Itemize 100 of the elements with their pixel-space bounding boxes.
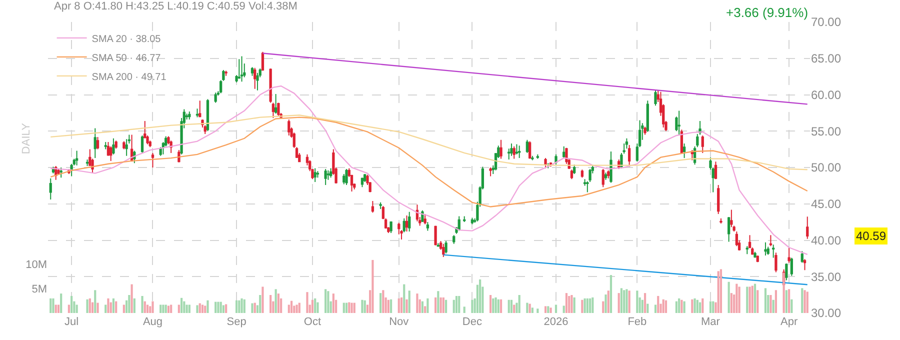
bar bbox=[738, 286, 740, 313]
bar bbox=[528, 304, 531, 313]
candlestick bbox=[607, 170, 610, 179]
candlestick bbox=[416, 204, 419, 222]
bar bbox=[324, 289, 327, 313]
legend-label: SMA 20 · 38.05 bbox=[92, 34, 162, 45]
bar bbox=[508, 300, 510, 313]
bar bbox=[584, 298, 586, 313]
bar bbox=[170, 304, 172, 313]
bar bbox=[50, 298, 52, 313]
candlestick bbox=[360, 177, 364, 188]
bar bbox=[128, 294, 130, 313]
candlestick bbox=[316, 170, 320, 178]
candlestick bbox=[254, 67, 256, 90]
bar bbox=[196, 305, 198, 313]
bar bbox=[146, 304, 149, 313]
bar bbox=[628, 290, 630, 313]
bar bbox=[361, 300, 364, 313]
bar bbox=[152, 301, 154, 313]
bar bbox=[662, 299, 664, 313]
y-tick-label: 40.00 bbox=[811, 233, 842, 248]
candlestick bbox=[274, 94, 278, 114]
bar bbox=[500, 299, 502, 313]
candlestick bbox=[288, 118, 290, 136]
bar bbox=[785, 290, 788, 313]
candlestick bbox=[766, 246, 770, 256]
candlestick bbox=[250, 66, 254, 76]
bar bbox=[728, 282, 730, 313]
bar bbox=[547, 306, 550, 313]
bar bbox=[122, 304, 125, 313]
candlestick bbox=[730, 209, 733, 228]
bar bbox=[620, 288, 623, 313]
candlestick bbox=[272, 102, 275, 119]
bar bbox=[167, 306, 170, 313]
candlestick bbox=[405, 215, 408, 232]
bar bbox=[162, 304, 164, 313]
bar bbox=[327, 291, 330, 313]
y-tick-label: 55.00 bbox=[811, 124, 842, 138]
candlestick bbox=[75, 150, 78, 166]
candlestick bbox=[764, 242, 767, 256]
bar bbox=[186, 304, 188, 313]
bar bbox=[444, 300, 448, 313]
bar bbox=[736, 284, 738, 313]
candlestick bbox=[436, 242, 440, 248]
candlestick bbox=[625, 138, 628, 150]
bar bbox=[112, 298, 115, 313]
bar bbox=[694, 298, 696, 313]
bar bbox=[96, 302, 99, 313]
bar bbox=[720, 269, 722, 313]
bar bbox=[497, 299, 500, 313]
bar bbox=[91, 302, 94, 313]
bar bbox=[314, 298, 316, 313]
candlestick bbox=[345, 168, 348, 186]
candlestick bbox=[390, 220, 392, 234]
bar bbox=[372, 260, 374, 313]
bar bbox=[240, 298, 243, 313]
bar bbox=[581, 300, 584, 313]
bar bbox=[296, 304, 298, 313]
bar bbox=[130, 284, 133, 313]
bar bbox=[398, 298, 400, 313]
candlestick bbox=[214, 92, 217, 104]
bar bbox=[94, 290, 96, 313]
bar bbox=[702, 298, 704, 313]
bar bbox=[554, 304, 558, 313]
x-tick-label: Sep bbox=[226, 316, 246, 328]
bar bbox=[277, 294, 280, 313]
candlestick bbox=[531, 155, 534, 161]
bar bbox=[254, 302, 256, 313]
y-tick-label: 45.00 bbox=[811, 197, 842, 212]
candlestick bbox=[402, 218, 406, 233]
candlestick bbox=[500, 139, 502, 160]
bar bbox=[222, 305, 224, 313]
candlestick bbox=[580, 169, 584, 178]
candlestick bbox=[562, 146, 566, 159]
candlestick bbox=[604, 172, 608, 180]
bar bbox=[382, 290, 384, 313]
bar bbox=[259, 294, 262, 313]
candlestick bbox=[682, 142, 686, 159]
bar bbox=[350, 302, 353, 313]
bar bbox=[133, 298, 136, 313]
bar bbox=[235, 300, 238, 313]
candlestick bbox=[769, 234, 772, 247]
line-series bbox=[50, 116, 808, 208]
candlestick bbox=[379, 202, 382, 210]
y-tick-label: 50.00 bbox=[811, 160, 842, 175]
bar bbox=[316, 302, 319, 313]
bar bbox=[188, 304, 190, 313]
bar bbox=[607, 290, 610, 313]
candlestick bbox=[754, 251, 756, 258]
bar bbox=[426, 298, 429, 313]
candlestick bbox=[151, 152, 154, 168]
bar bbox=[664, 300, 668, 313]
x-tick-label: Mar bbox=[701, 316, 720, 328]
line-series bbox=[50, 85, 808, 256]
bar bbox=[110, 302, 112, 313]
bar bbox=[618, 293, 620, 313]
bar bbox=[416, 294, 418, 313]
bar bbox=[683, 301, 686, 313]
candlestick bbox=[602, 168, 604, 188]
bar bbox=[198, 303, 201, 313]
